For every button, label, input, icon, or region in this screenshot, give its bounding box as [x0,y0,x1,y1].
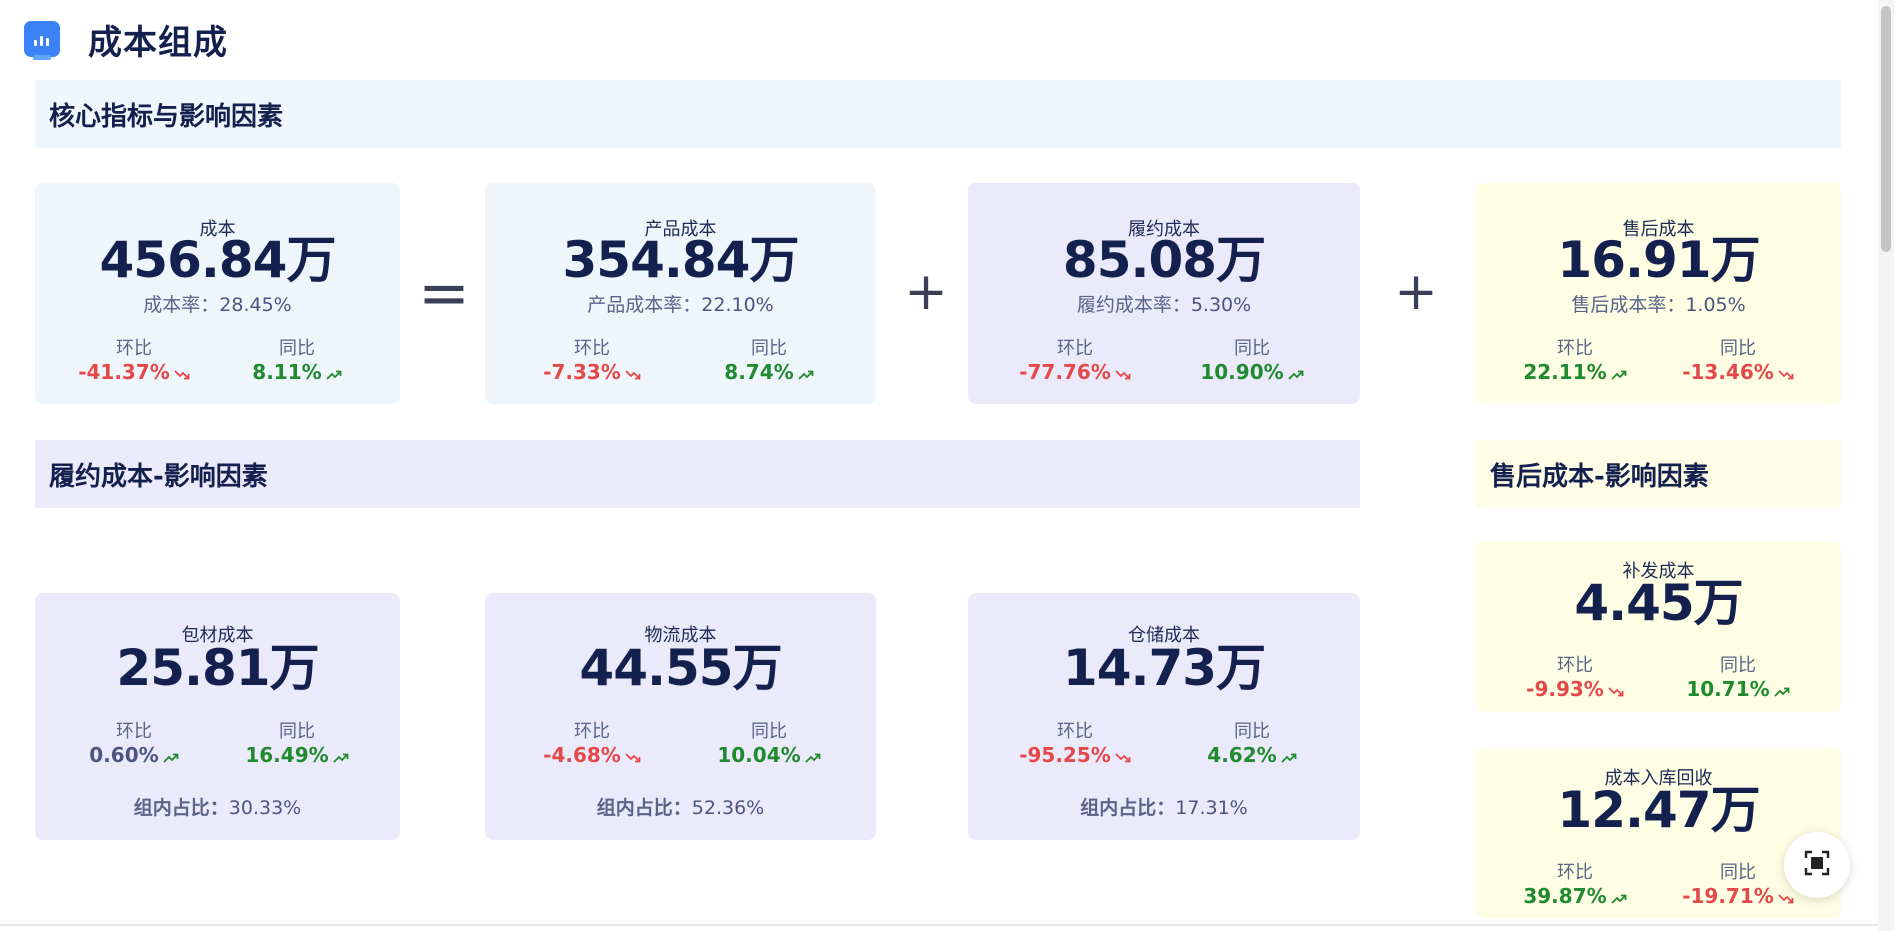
card-value: 4.45万 [1574,574,1743,632]
trend-up-icon [1288,362,1304,386]
fullscreen-button[interactable] [1784,832,1850,898]
metric-card-packaging-cost: 包材成本 25.81万 环比 0.60% 同比 16.49% 组内占比：30.3… [35,593,400,840]
card-name: 售后成本 [1622,219,1695,240]
card-value: 85.08万 [1062,231,1266,289]
trend-down-icon [1778,362,1794,386]
section-core-title: 核心指标与影响因素 [35,80,1841,148]
trend-down-icon [625,745,641,769]
trend-down-icon [1608,679,1624,703]
mom-metric: 环比 -77.76% [995,334,1155,386]
card-name: 成本 [199,219,236,240]
trend-up-icon [1611,886,1627,910]
trend-down-icon [625,362,641,386]
yoy-metric: 同比 10.71% [1658,651,1818,703]
card-rate: 履约成本率：5.30% [1076,294,1252,316]
yoy-metric: 同比 10.04% [689,717,849,769]
card-rate: 成本率：28.45% [143,294,292,316]
mom-metric: 环比 -7.33% [512,334,672,386]
trend-down-icon [1115,745,1131,769]
bar-chart-icon [24,21,60,60]
metric-card-logistics-cost: 物流成本 44.55万 环比 -4.68% 同比 10.04% 组内占比：52.… [485,593,876,840]
scrollbar-thumb[interactable] [1881,6,1891,252]
mom-metric: 环比 -4.68% [512,717,672,769]
group-share: 组内占比：52.36% [596,797,765,819]
trend-up-icon [798,362,814,386]
metric-card-cost-recovery: 成本入库回收 12.47万 环比 39.87% 同比 -19.71% [1476,748,1841,918]
card-name: 成本入库回收 [1604,768,1713,789]
trend-up-icon [326,362,342,386]
trend-down-icon [1778,886,1794,910]
trend-up-icon [805,745,821,769]
card-name: 物流成本 [644,625,717,646]
card-value: 44.55万 [579,639,782,697]
page-header: 成本组成 [24,14,228,64]
yoy-metric: 同比 -19.71% [1658,858,1818,910]
card-value: 16.91万 [1557,231,1760,289]
page-title: 成本组成 [88,22,228,63]
trend-up-icon [1281,745,1297,769]
card-value: 456.84万 [99,231,337,289]
yoy-metric: 同比 -13.46% [1658,334,1818,386]
metric-card-fulfillment-cost: 履约成本 85.08万 履约成本率：5.30% 环比 -77.76% 同比 10… [968,183,1360,404]
mom-metric: 环比 -95.25% [995,717,1155,769]
card-value: 14.73万 [1062,639,1266,697]
card-value: 354.84万 [562,231,800,289]
divider [0,924,1878,926]
metric-card-product-cost: 产品成本 354.84万 产品成本率：22.10% 环比 -7.33% 同比 8… [485,183,876,404]
section-fulfillment-title: 履约成本-影响因素 [35,440,1360,508]
card-name: 仓储成本 [1128,625,1200,646]
card-rate: 产品成本率：22.10% [587,294,774,316]
trend-down-icon [1115,362,1131,386]
mom-metric: 环比 -9.93% [1495,651,1655,703]
card-name: 包材成本 [181,625,254,646]
card-rate: 售后成本率：1.05% [1571,294,1746,316]
trend-down-icon [174,362,190,386]
card-name: 补发成本 [1622,561,1695,582]
group-share: 组内占比：17.31% [1080,797,1248,819]
card-value: 12.47万 [1557,781,1760,839]
trend-up-icon [1611,362,1627,386]
card-value: 25.81万 [116,639,319,697]
mom-metric: 环比 0.60% [54,717,214,769]
trend-up-icon [1774,679,1790,703]
card-name: 产品成本 [644,219,717,240]
fullscreen-icon [1804,850,1830,880]
metric-card-reship-cost: 补发成本 4.45万 环比 -9.93% 同比 10.71% [1476,541,1841,712]
group-share: 组内占比：30.33% [133,797,302,819]
metric-card-warehouse-cost: 仓储成本 14.73万 环比 -95.25% 同比 4.62% 组内占比：17.… [968,593,1360,840]
vertical-scrollbar[interactable] [1878,0,1894,931]
card-name: 履约成本 [1128,219,1200,240]
yoy-metric: 同比 4.62% [1172,717,1332,769]
plus-sign: + [904,262,948,322]
metric-card-aftersales-cost: 售后成本 16.91万 售后成本率：1.05% 环比 22.11% 同比 -13… [1476,183,1841,404]
metric-card-cost: 成本 456.84万 成本率：28.45% 环比 -41.37% 同比 8.11… [35,183,400,404]
section-aftersales-title: 售后成本-影响因素 [1476,440,1841,508]
yoy-metric: 同比 8.74% [689,334,849,386]
mom-metric: 环比 22.11% [1495,334,1655,386]
trend-up-icon [333,745,349,769]
yoy-metric: 同比 8.11% [217,334,377,386]
mom-metric: 环比 39.87% [1495,858,1655,910]
plus-sign: + [1394,262,1438,322]
equals-sign: = [418,256,470,329]
mom-metric: 环比 -41.37% [54,334,214,386]
trend-up-icon [163,745,179,769]
yoy-metric: 同比 10.90% [1172,334,1332,386]
yoy-metric: 同比 16.49% [217,717,377,769]
